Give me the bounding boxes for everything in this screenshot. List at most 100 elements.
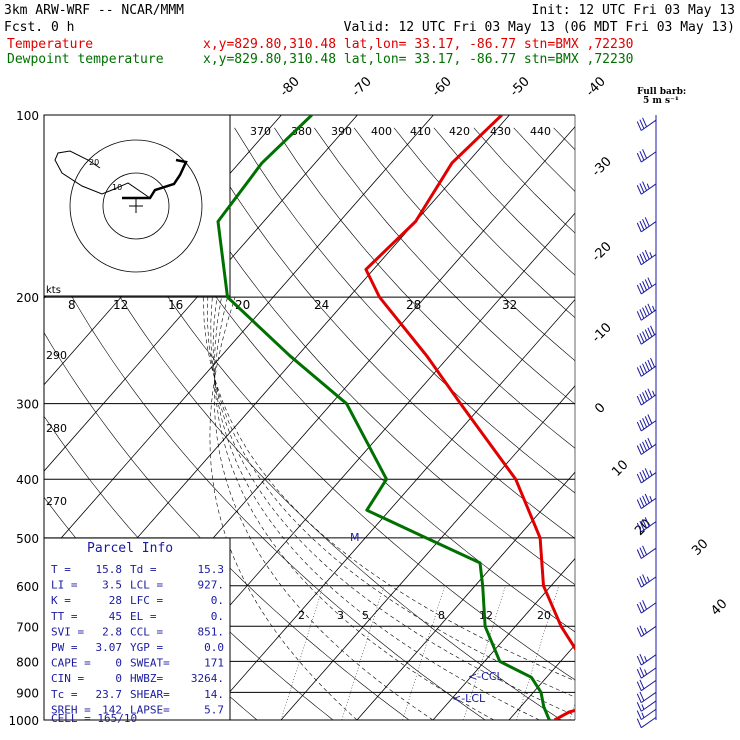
barb-legend-title: Full barb: [637, 87, 686, 97]
mixing-ratio-lower-20: 20 [537, 609, 551, 622]
temp-tick-4: -40 [583, 74, 609, 100]
wind-barb-half-2 [641, 704, 645, 710]
wind-barb-flag-17-5 [650, 357, 655, 368]
parcel-label-2-b: LFC = [130, 594, 163, 607]
parcel-label-1-b: LCL = [130, 579, 163, 592]
wind-barb-flag-13-0 [636, 473, 642, 484]
wind-barb-flag-18-1 [639, 333, 645, 343]
wind-barb-staff-14 [640, 443, 657, 455]
parcel-label-0-a: T = [51, 563, 71, 576]
wind-barb-flag-18-5 [650, 325, 655, 336]
wind-barb-flag-10-1 [639, 547, 645, 557]
wind-barb-staff-16 [640, 394, 657, 406]
model-title: 3km ARW-WRF -- NCAR/MMM [4, 3, 184, 18]
parcel-label-0-b: Td = [130, 563, 157, 576]
parcel-value-3-b: 0. [211, 610, 224, 623]
parcel-label-1-a: LI = [51, 579, 78, 592]
wind-barb-flag-5-1 [639, 667, 645, 677]
wind-barb-staff-18 [640, 333, 657, 345]
wind-barb-flag-18-2 [642, 331, 648, 341]
theta-label-400: 400 [371, 125, 392, 138]
temp-tick-7: -10 [589, 320, 615, 346]
m-label: M [350, 531, 360, 544]
wind-barb-3 [636, 691, 657, 704]
parcel-value-1-b: 927. [198, 579, 225, 592]
wind-barb-staff-0 [640, 716, 657, 729]
wind-barb-staff-9 [640, 576, 657, 588]
parcel-value-6-a: 0 [115, 657, 122, 670]
wind-barb-22 [636, 217, 657, 233]
pressure-label-200: 200 [16, 291, 39, 305]
wind-barb-flag-2-0 [636, 702, 642, 712]
wind-barbs [636, 115, 657, 729]
theta-label-370: 370 [250, 125, 271, 138]
wind-barb-flag-19-1 [639, 309, 645, 319]
theta-label-410: 410 [410, 125, 431, 138]
temperature-legend-name: Temperature [7, 37, 93, 52]
parcel-value-5-b: 0.0 [204, 641, 224, 654]
lcl-label: <-LCL [452, 692, 486, 705]
parcel-label-5-b: YGP = [130, 641, 163, 654]
parcel-value-6-b: 171 [204, 657, 224, 670]
parcel-label-9-a: SREH = [51, 703, 91, 716]
parcel-label-9-b: LAPSE= [130, 703, 170, 716]
wind-barb-flag-10-2 [642, 545, 648, 555]
wind-barb-24 [636, 149, 657, 163]
wind-barb-flag-7-0 [636, 627, 642, 637]
wind-barb-flag-19-3 [644, 305, 650, 315]
dry-adiabat-430 [594, 128, 740, 733]
parcel-label-3-b: EL = [130, 610, 157, 623]
temperature-profile [364, 115, 575, 720]
wind-barb-flag-19-0 [636, 311, 642, 321]
wind-barb-flag-20-3 [644, 279, 650, 289]
pressure-label-1000: 1000 [8, 714, 39, 728]
parcel-value-8-b: 14. [204, 688, 224, 701]
parcel-value-8-a: 23.7 [96, 688, 123, 701]
wind-barb-flag-18-3 [644, 329, 650, 339]
isotherm--70 [44, 115, 434, 559]
wind-barb-flag-8-1 [639, 602, 645, 612]
temp-tick-9: 10 [609, 458, 631, 480]
wind-barb-flag-12-1 [639, 497, 645, 507]
wind-barb-flag-18-0 [636, 334, 642, 345]
wind-barb-flag-17-1 [639, 365, 645, 375]
wind-barb-flag-14-0 [636, 445, 642, 455]
wind-barb-flag-11-0 [636, 522, 642, 533]
wind-barb-flag-20-4 [647, 277, 653, 287]
dry-adiabat-300 [74, 127, 575, 681]
parcel-label-8-a: Tc = [51, 688, 78, 701]
mixing-ratio-lower-3: 3 [337, 609, 344, 622]
wind-barb-staff-6 [640, 654, 657, 666]
wind-barb-1 [636, 708, 657, 721]
wind-barb-half-7 [644, 627, 648, 634]
dry-adiabat-290 [44, 149, 562, 720]
wind-barb-flag-11-3 [644, 517, 650, 527]
init-time: Init: 12 UTC Fri 03 May 13 [532, 3, 736, 18]
isotherm-0 [432, 558, 575, 720]
wind-barb-0 [636, 716, 657, 729]
isotherm--10 [356, 471, 575, 720]
dry-adiabat-440 [633, 128, 740, 733]
temp-tick-6: -20 [589, 239, 615, 265]
parcel-value-4-a: 2.8 [102, 625, 122, 638]
wind-barb-flag-18-4 [647, 327, 653, 337]
wind-barb-staff-12 [640, 497, 657, 509]
theta-side-label-0: 290 [46, 349, 67, 362]
pressure-label-600: 600 [16, 580, 39, 594]
wind-barb-flag-19-4 [647, 303, 653, 314]
wind-barb-flag-22-0 [636, 222, 642, 233]
parcel-label-4-a: SVI = [51, 625, 84, 638]
dry-adiabat-340 [234, 127, 575, 494]
wind-barb-staff-13 [640, 472, 657, 484]
hodograph-ring-inner [102, 172, 170, 240]
valid-time: Valid: 12 UTC Fri 03 May 13 (06 MDT Fri … [344, 20, 735, 35]
parcel-label-3-a: TT = [51, 610, 78, 623]
mixing-ratio-upper-16: 16 [168, 298, 183, 312]
mixing-ratio-upper-12: 12 [113, 298, 128, 312]
ccl-label: <-CCL [468, 670, 504, 683]
wind-barb-23 [636, 181, 657, 195]
wind-barb-flag-14-2 [642, 441, 648, 451]
wind-barb-flag-23-0 [636, 185, 642, 195]
parcel-info-title: Parcel Info [87, 541, 173, 556]
wind-barb-flag-21-2 [642, 251, 648, 262]
